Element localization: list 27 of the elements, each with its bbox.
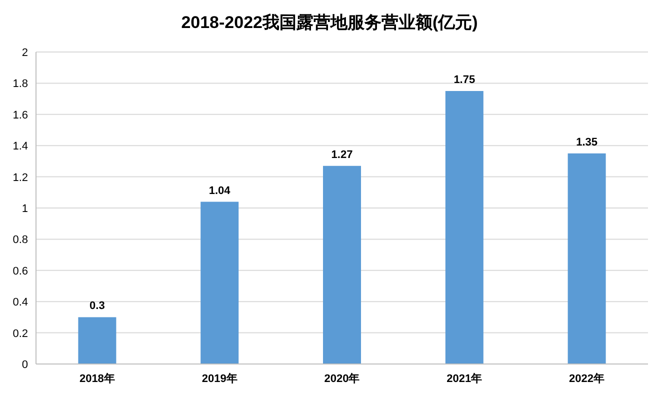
bar <box>323 166 361 364</box>
y-tick-label: 1.4 <box>12 140 28 153</box>
data-label: 1.75 <box>454 74 476 86</box>
bar <box>445 91 484 364</box>
y-tick-label: 0.2 <box>12 328 28 340</box>
x-tick-label: 2018年 <box>79 372 115 385</box>
y-tick-label: 1.2 <box>12 172 28 184</box>
x-tick-label: 2020年 <box>324 372 360 385</box>
y-tick-label: 0.6 <box>12 265 28 278</box>
x-tick-label: 2019年 <box>202 372 238 385</box>
y-tick-label: 2 <box>22 47 28 59</box>
bar <box>200 202 239 364</box>
data-label: 1.35 <box>576 136 598 148</box>
data-label: 1.27 <box>331 148 353 161</box>
bar <box>78 317 116 364</box>
bar <box>568 153 606 364</box>
x-tick-label: 2022年 <box>569 372 605 385</box>
y-tick-label: 1.8 <box>12 78 28 90</box>
y-tick-label: 1.6 <box>12 109 28 122</box>
chart-title: 2018-2022我国露营地服务营业额(亿元) <box>181 13 478 32</box>
y-tick-label: 0.8 <box>12 234 28 246</box>
data-label: 0.3 <box>90 300 105 312</box>
y-tick-label: 1 <box>22 203 28 215</box>
x-tick-label: 2021年 <box>446 372 482 385</box>
y-tick-label: 0.4 <box>12 296 28 309</box>
data-label: 1.04 <box>208 184 232 197</box>
y-tick-label: 0 <box>22 359 28 371</box>
